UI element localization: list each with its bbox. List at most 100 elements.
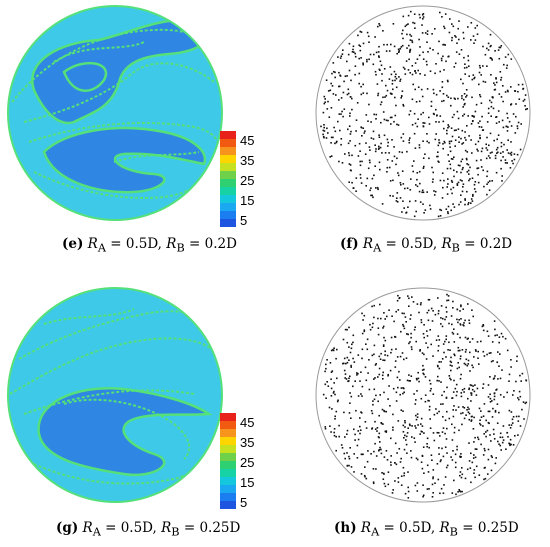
particle xyxy=(454,145,456,147)
particle xyxy=(373,174,375,177)
particle xyxy=(468,179,470,182)
particle xyxy=(454,139,457,141)
particle xyxy=(325,397,327,399)
particle xyxy=(468,412,471,415)
particle xyxy=(433,92,435,95)
particle xyxy=(378,355,381,358)
particle xyxy=(333,434,336,437)
particle xyxy=(383,312,385,314)
particle xyxy=(436,155,438,158)
particle xyxy=(520,380,522,382)
particle xyxy=(380,448,382,451)
particle xyxy=(422,495,424,498)
particle xyxy=(454,98,456,100)
particle xyxy=(452,203,454,205)
particle xyxy=(366,177,369,180)
particle xyxy=(460,304,462,306)
particle xyxy=(506,64,508,67)
particle xyxy=(462,166,464,169)
particle xyxy=(336,377,338,380)
particle xyxy=(366,31,369,34)
particle xyxy=(471,200,474,202)
particle xyxy=(392,195,394,197)
particle xyxy=(426,443,428,445)
particle xyxy=(484,477,487,480)
particle xyxy=(466,364,469,367)
colorbar-swatch xyxy=(220,445,236,454)
particle xyxy=(460,305,462,308)
particle xyxy=(474,190,477,193)
particle xyxy=(392,23,395,25)
particle xyxy=(363,314,366,317)
particle xyxy=(510,103,513,105)
particle xyxy=(464,199,466,201)
particle xyxy=(494,375,496,377)
particle xyxy=(390,123,392,125)
particle xyxy=(401,170,404,172)
particle xyxy=(399,78,402,81)
particle xyxy=(395,104,397,107)
particle xyxy=(417,371,419,374)
particle xyxy=(496,138,498,141)
particle xyxy=(447,178,449,180)
particle xyxy=(419,201,422,203)
particle xyxy=(383,391,385,394)
particle xyxy=(382,472,385,475)
particle xyxy=(421,352,424,354)
particle xyxy=(332,349,335,352)
particle xyxy=(374,442,376,445)
particle xyxy=(447,96,450,98)
mixing-stripe xyxy=(23,62,215,123)
particle xyxy=(347,380,349,383)
colorbar-label: 5 xyxy=(240,213,248,228)
particle xyxy=(428,141,430,144)
particle xyxy=(456,367,459,370)
caption-h: (h) RA = 0.5D, RB = 0.25D xyxy=(334,520,519,539)
particle xyxy=(450,179,453,182)
particle xyxy=(350,364,352,367)
particle xyxy=(330,371,333,373)
particle xyxy=(393,146,395,148)
subscript: A xyxy=(92,525,101,539)
particle xyxy=(472,428,475,430)
particle xyxy=(365,114,368,116)
particle xyxy=(489,45,492,48)
particle xyxy=(393,45,396,48)
symbol: R xyxy=(87,236,98,252)
particle xyxy=(500,145,503,148)
particle xyxy=(474,384,476,386)
particle xyxy=(378,145,380,148)
particle xyxy=(506,117,509,119)
particle xyxy=(373,316,375,319)
particle xyxy=(495,77,497,79)
particle xyxy=(331,85,334,87)
particle xyxy=(448,142,451,145)
particle xyxy=(457,117,460,120)
particle xyxy=(462,308,464,310)
particle xyxy=(341,110,343,113)
particle xyxy=(457,406,460,408)
particle xyxy=(416,185,419,188)
particle xyxy=(362,319,364,321)
particle xyxy=(475,159,478,162)
particle xyxy=(504,159,507,161)
particle xyxy=(480,443,482,446)
particle xyxy=(497,151,499,154)
particle xyxy=(479,95,482,98)
particle xyxy=(470,384,473,387)
particle xyxy=(395,200,398,202)
particle xyxy=(507,436,509,438)
particle xyxy=(360,31,363,33)
subscript: A xyxy=(373,241,382,255)
particle xyxy=(448,417,451,420)
particle xyxy=(386,138,389,141)
particle xyxy=(496,334,498,336)
particle xyxy=(435,93,438,96)
particle xyxy=(495,148,498,151)
particle xyxy=(432,492,434,494)
particle xyxy=(331,408,333,410)
particle xyxy=(432,178,434,181)
particle xyxy=(454,466,457,469)
particle xyxy=(438,339,441,341)
particle xyxy=(323,126,325,129)
